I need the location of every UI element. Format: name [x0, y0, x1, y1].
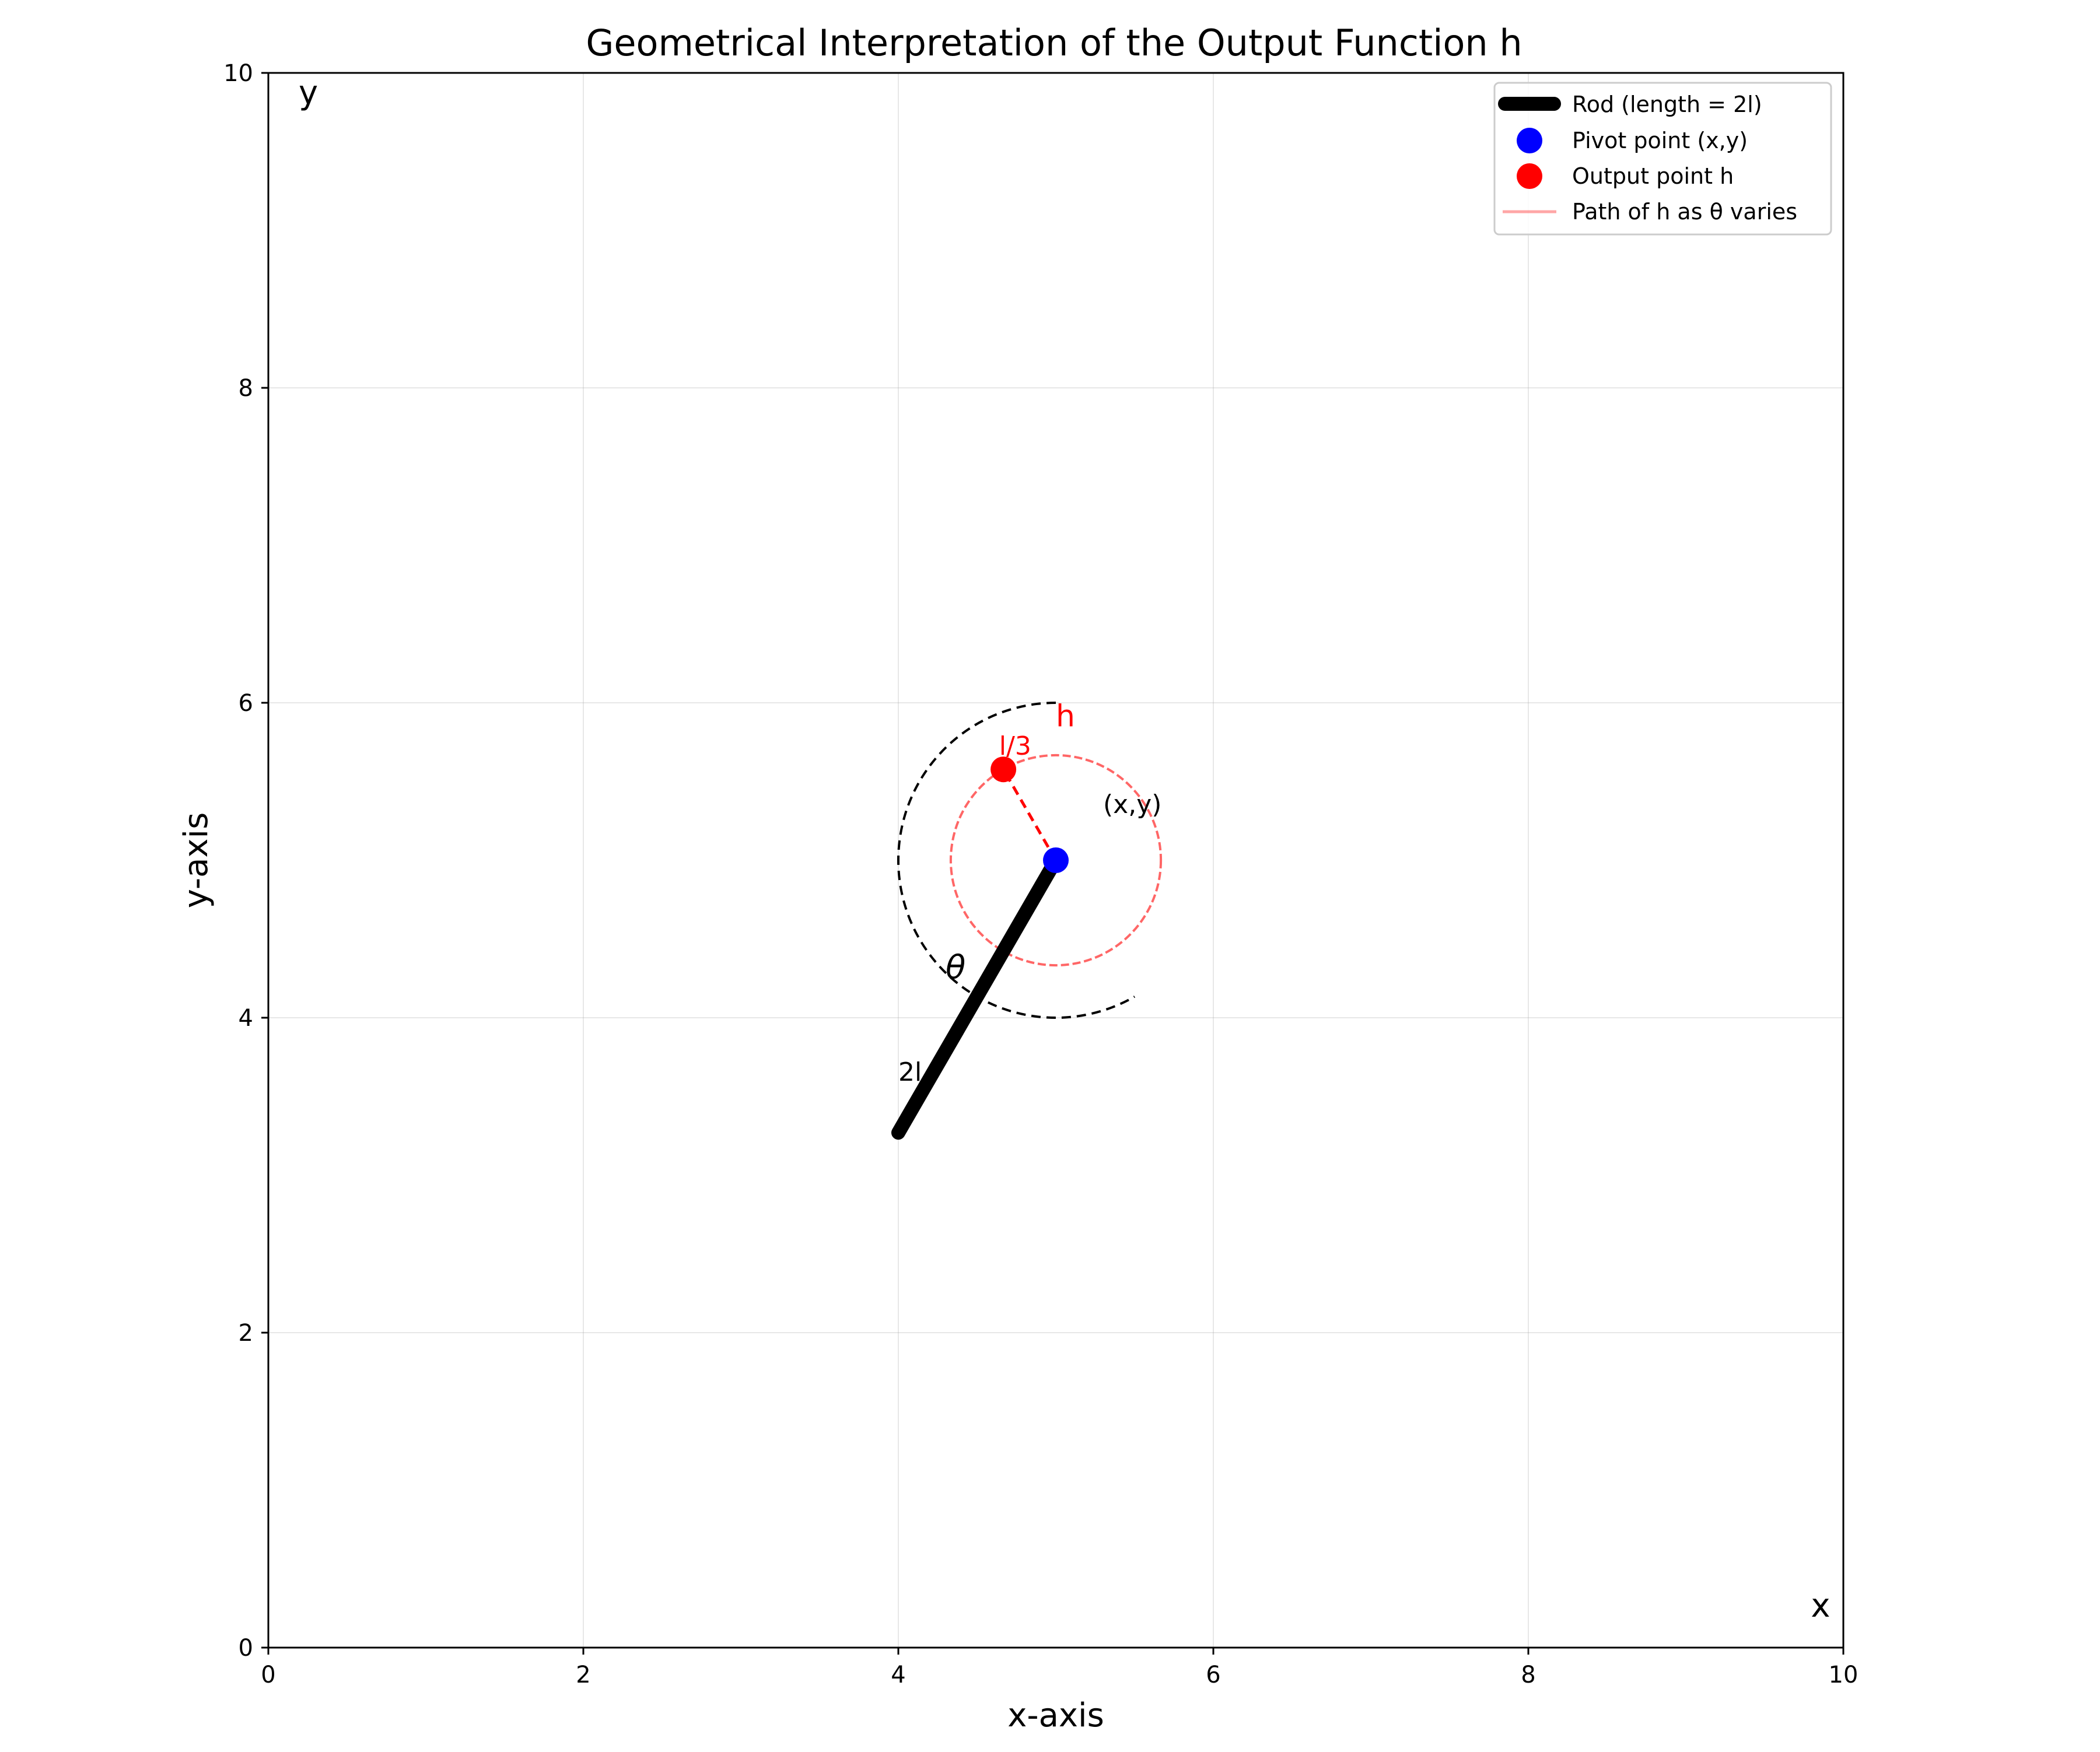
- y-tick-label: 6: [239, 690, 253, 717]
- legend: Rod (length = 2l) Pivot point (x,y) Outp…: [1493, 82, 1832, 236]
- legend-output-handle: [1517, 163, 1542, 189]
- data-layer: 2l (x,y) h l/3 θ: [891, 699, 1163, 1140]
- output-point: [991, 756, 1017, 783]
- corner-label-x: x: [1811, 1587, 1830, 1625]
- legend-rod-label: Rod (length = 2l): [1572, 92, 1762, 117]
- pivot-point: [1043, 847, 1069, 873]
- x-tick-label: 6: [1206, 1662, 1220, 1688]
- x-tick-label: 8: [1521, 1662, 1535, 1688]
- x-tick-label: 0: [261, 1662, 275, 1688]
- rod-length-label: 2l: [898, 1057, 922, 1087]
- y-tick-label: 10: [223, 60, 253, 87]
- rod-line: [891, 853, 1063, 1140]
- legend-pivot-label: Pivot point (x,y): [1572, 128, 1748, 153]
- x-tick-label: 2: [576, 1662, 590, 1688]
- x-axis-ticks: 0 2 4 6 8 10: [261, 1648, 1858, 1688]
- output-label: h: [1056, 699, 1075, 734]
- y-tick-label: 4: [239, 1005, 253, 1032]
- output-path-circle: [949, 754, 1163, 967]
- legend-box: [1493, 82, 1832, 236]
- angle-label: θ: [946, 949, 965, 987]
- angle-arc: [897, 702, 1135, 1019]
- chart-title: Geometrical Interpretation of the Output…: [586, 22, 1522, 64]
- output-connector: [1002, 768, 1058, 861]
- y-axis-label: y-axis: [177, 812, 215, 909]
- y-tick-label: 8: [239, 375, 253, 402]
- y-tick-label: 0: [239, 1635, 253, 1662]
- legend-pivot-handle: [1517, 128, 1542, 153]
- legend-output-label: Output point h: [1572, 163, 1734, 189]
- x-axis-label: x-axis: [1007, 1697, 1104, 1735]
- plot-frame: [267, 72, 1845, 1649]
- y-axis-ticks: 0 2 4 6 8 10: [223, 60, 268, 1662]
- corner-label-y: y: [299, 74, 318, 112]
- y-tick-label: 2: [239, 1320, 253, 1347]
- x-tick-label: 10: [1829, 1662, 1859, 1688]
- x-tick-label: 4: [891, 1662, 905, 1688]
- legend-path-label: Path of h as θ varies: [1572, 199, 1797, 225]
- offset-label: l/3: [999, 731, 1031, 761]
- pivot-label: (x,y): [1103, 790, 1161, 819]
